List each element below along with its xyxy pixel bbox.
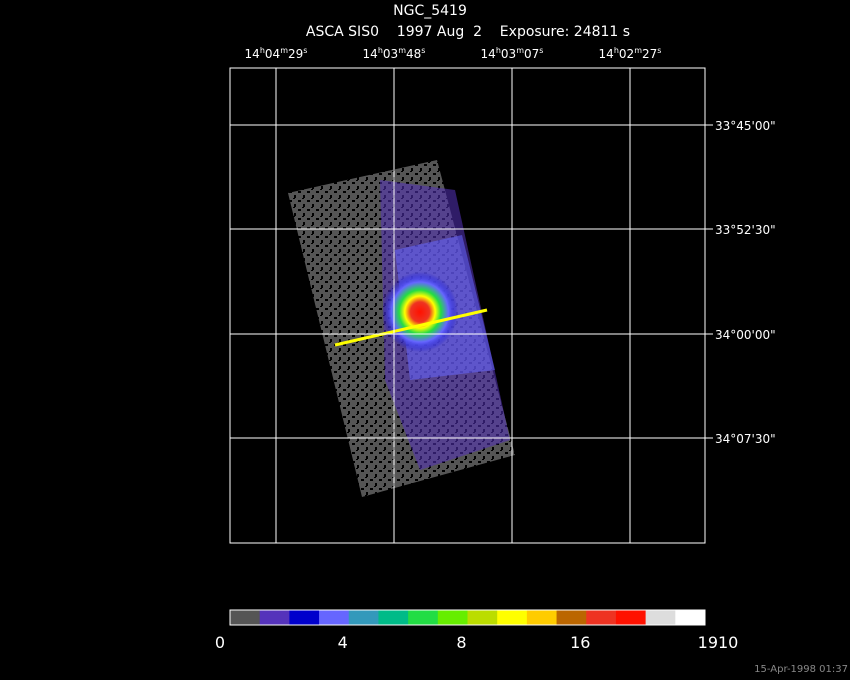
ra-value: 29 (288, 47, 303, 61)
ra-value: 03 (383, 47, 398, 61)
colorbar-frame (229, 609, 706, 626)
ra-value: 14 (363, 47, 378, 61)
ra-unit: s (421, 46, 425, 55)
colorbar-segment (348, 610, 379, 625)
colorbar-label: 8 (456, 633, 466, 652)
ra-unit: s (539, 46, 543, 55)
ra-value: 27 (642, 47, 657, 61)
ra-value: 03 (501, 47, 516, 61)
ra-unit: m (280, 46, 288, 55)
colorbar-segment (467, 610, 498, 625)
dec-label: 34°07'30" (715, 432, 776, 446)
ra-label: 14h03m07s (481, 46, 544, 61)
colorbar-segment (556, 610, 587, 625)
ra-unit: m (634, 46, 642, 55)
colorbar-segment (259, 610, 290, 625)
dec-label: 33°45'00" (715, 119, 776, 133)
ra-value: 14 (481, 47, 496, 61)
grid (230, 68, 705, 543)
timestamp: 15-Apr-1998 01:37 (754, 664, 848, 675)
ra-unit: s (657, 46, 661, 55)
colorbar-segment (289, 610, 320, 625)
title: NGC_5419 (393, 3, 467, 19)
ra-value: 14 (245, 47, 260, 61)
colorbar-label: 1910 (698, 633, 739, 652)
ra-value: 02 (619, 47, 634, 61)
ra-label: 14h03m48s (363, 46, 426, 61)
colorbar-segment (319, 610, 350, 625)
ra-unit: s (303, 46, 307, 55)
colorbar-segment (437, 610, 468, 625)
ra-value: 14 (599, 47, 614, 61)
colorbar-segment (526, 610, 558, 625)
ra-label: 14h02m27s (599, 46, 662, 61)
streak (334, 308, 488, 347)
colorbar-segment (586, 610, 617, 625)
ra-unit: h (378, 46, 383, 55)
ra-value: 04 (265, 47, 280, 61)
colorbar-segment (378, 610, 409, 625)
labels: 14h04m29s 14h03m48s 14h03m07s 14h02m27s33°4… (215, 46, 776, 652)
dec-label: 34°00'00" (715, 328, 776, 342)
colorbar-label: 16 (570, 633, 590, 652)
colorbar-label: 0 (215, 633, 225, 652)
source (382, 272, 458, 352)
ra-value: 48 (406, 47, 421, 61)
colorbar-segment (615, 610, 647, 625)
ra-unit: h (260, 46, 265, 55)
colorbar-segment (230, 610, 261, 625)
dec-label: 33°52'30" (715, 223, 776, 237)
ra-unit: m (516, 46, 524, 55)
colorbar-segment (675, 610, 706, 625)
ra-label: 14h04m29s (245, 46, 308, 61)
colorbar-segment (408, 610, 439, 625)
ra-unit: h (496, 46, 501, 55)
ra-unit: h (614, 46, 619, 55)
colorbar-label: 4 (338, 633, 348, 652)
colorbar-segment (497, 610, 528, 625)
ra-unit: m (398, 46, 406, 55)
ra-value: 07 (524, 47, 539, 61)
subtitle: ASCA SIS0 1997 Aug 2 Exposure: 24811 s (306, 24, 630, 40)
colorbar-segment (645, 610, 676, 625)
image (229, 67, 706, 544)
